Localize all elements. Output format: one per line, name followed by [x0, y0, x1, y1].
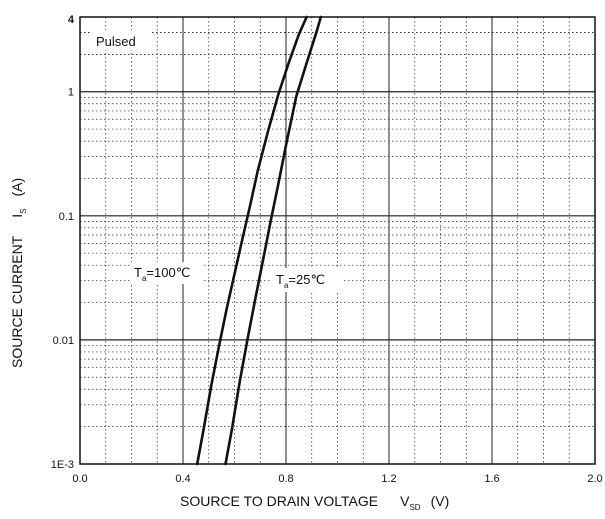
x-tick-label: 2.0 [587, 473, 602, 485]
plot-area [80, 17, 595, 464]
x-axis-title-main: SOURCE TO DRAIN VOLTAGE [180, 493, 378, 509]
series-line-ta-25 [224, 15, 323, 466]
series-label-bg-25 [272, 268, 342, 292]
series-curves [195, 15, 323, 466]
y-axis-title-unit: (A) [9, 178, 25, 197]
y-tick-label: 1E-3 [51, 459, 74, 471]
series-label-100-sub: a [142, 274, 147, 283]
x-axis-title-symbol: V [400, 493, 410, 509]
y-axis-title-sub: S [19, 209, 28, 214]
x-axis-title: SOURCE TO DRAIN VOLTAGE VSD (V) [180, 493, 449, 512]
pulsed-label: Pulsed [96, 34, 136, 49]
y-tick-label: 0.1 [59, 211, 74, 223]
series-label-100-symbol: T [134, 265, 142, 280]
major-grid [80, 17, 595, 464]
y-axis-title-main: SOURCE CURRENT [9, 235, 25, 368]
y-tick-label: 4 [68, 14, 75, 26]
plot-frame [79, 16, 596, 465]
y-tick-labels: 1E-3 0.01 0.1 1 4 [51, 14, 75, 471]
x-tick-labels: 0.0 0.4 0.8 1.2 1.6 2.0 [72, 473, 602, 485]
x-tick-label: 1.2 [381, 473, 396, 485]
x-tick-label: 0.8 [278, 473, 293, 485]
series-label-bg-100 [130, 262, 202, 284]
series-label-25-symbol: T [276, 272, 284, 287]
x-axis-title-unit: (V) [431, 493, 450, 509]
series-label-25-value: =25℃ [288, 272, 325, 287]
x-tick-label: 0.4 [175, 473, 190, 485]
pulsed-label-bg [90, 30, 152, 50]
y-axis-title-symbol: I [9, 214, 25, 218]
series-label-25: Ta=25℃ [276, 272, 325, 290]
y-tick-label: 0.01 [53, 335, 74, 347]
y-tick-label: 1 [68, 87, 74, 99]
y-axis-title: SOURCE CURRENT IS (A) [9, 178, 28, 368]
series-label-100: Ta=100℃ [134, 265, 190, 283]
x-axis-title-sub: SD [409, 503, 420, 512]
x-tick-label: 1.6 [484, 473, 499, 485]
series-label-100-value: =100℃ [146, 265, 190, 280]
x-tick-label: 0.0 [72, 473, 87, 485]
series-label-25-sub: a [284, 281, 289, 290]
series-line-ta-100 [195, 15, 308, 466]
